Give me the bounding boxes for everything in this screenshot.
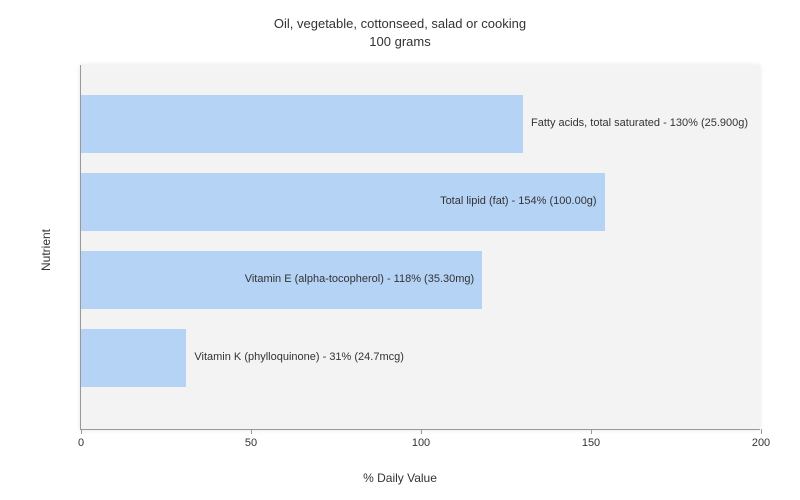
chart-container: Oil, vegetable, cottonseed, salad or coo… xyxy=(0,0,800,500)
x-tick-mark xyxy=(591,429,592,434)
x-tick-label: 100 xyxy=(412,437,430,449)
title-line1: Oil, vegetable, cottonseed, salad or coo… xyxy=(0,15,800,33)
bar xyxy=(81,329,186,387)
bar-label: Vitamin E (alpha-tocopherol) - 118% (35.… xyxy=(245,273,475,285)
bar-label: Vitamin K (phylloquinone) - 31% (24.7mcg… xyxy=(194,351,404,363)
x-tick-label: 150 xyxy=(582,437,600,449)
x-tick-mark xyxy=(761,429,762,434)
plot-area: Fatty acids, total saturated - 130% (25.… xyxy=(80,65,760,430)
title-line2: 100 grams xyxy=(0,33,800,51)
x-tick-label: 0 xyxy=(78,437,84,449)
x-axis-label: % Daily Value xyxy=(363,471,437,485)
x-tick-mark xyxy=(421,429,422,434)
y-axis-label: Nutrient xyxy=(39,229,53,271)
x-tick-label: 50 xyxy=(245,437,257,449)
x-tick-mark xyxy=(251,429,252,434)
x-tick-mark xyxy=(81,429,82,434)
x-tick-label: 200 xyxy=(752,437,770,449)
chart-title: Oil, vegetable, cottonseed, salad or coo… xyxy=(0,0,800,51)
bar-label: Fatty acids, total saturated - 130% (25.… xyxy=(531,117,748,129)
bar-label: Total lipid (fat) - 154% (100.00g) xyxy=(440,195,597,207)
bar xyxy=(81,95,523,153)
